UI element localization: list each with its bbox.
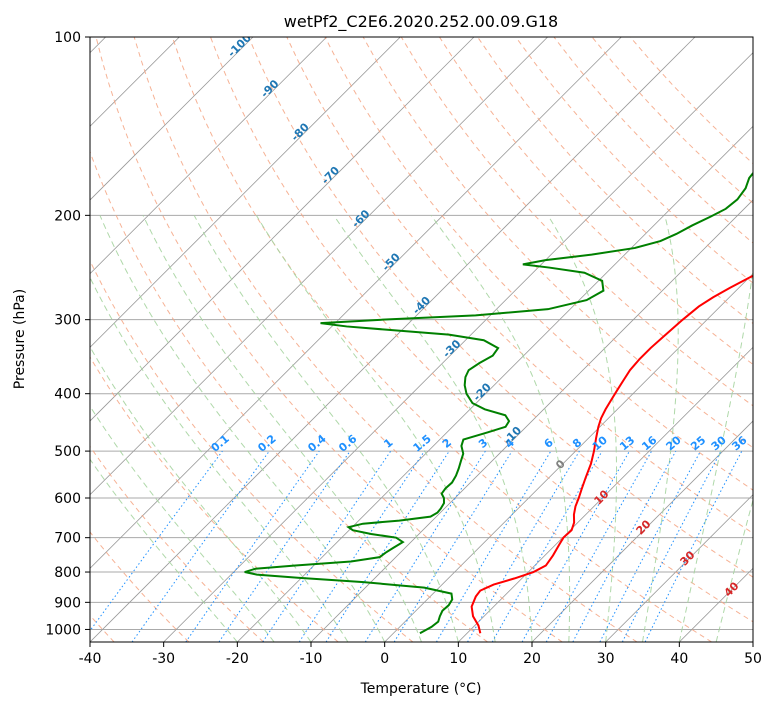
y-tick-label: 900: [54, 595, 81, 611]
y-tick-label: 600: [54, 491, 81, 507]
mixing-ratio-line: [572, 450, 677, 642]
plot-frame: [89, 36, 754, 643]
moist-adiabat-line: [547, 215, 618, 642]
mixing-ratio-line: [325, 450, 450, 642]
isotherm-line: [458, 346, 753, 642]
moist-adiabat-line: [90, 345, 312, 642]
isotherm-line: [90, 37, 475, 422]
dry-adiabat-line: [133, 37, 638, 642]
x-tick-label: -20: [226, 651, 249, 667]
mixing-ratio-line: [298, 450, 425, 642]
isotherm-line: [90, 37, 548, 496]
isotherm-line: [605, 494, 753, 642]
y-axis-ticks: 100 200 300 400 500 600 700 800 900 1000: [45, 30, 90, 638]
y-axis-label: Pressure (hPa): [12, 289, 28, 389]
dry-adiabat-line: [95, 37, 563, 642]
x-tick-label: -40: [79, 651, 102, 667]
moist-adiabat-line: [193, 215, 459, 642]
y-tick-label: 300: [54, 313, 81, 329]
mixing-ratio-line: [218, 450, 351, 642]
dry-adiabat-line: [210, 37, 753, 623]
dry-adiabat-line: [515, 37, 753, 284]
moist-adiabat-line: [430, 215, 571, 642]
isotherm-line: [384, 273, 753, 642]
dry-adiabat-line: [90, 150, 488, 642]
profile-series: [244, 171, 753, 635]
y-tick-label: 100: [54, 30, 81, 46]
x-axis-label: Temperature (°C): [360, 681, 482, 697]
mixing-ratio-line: [521, 450, 630, 642]
chart-title: wetPf2_C2E6.2020.252.00.09.G18: [284, 12, 558, 32]
moist-adiabat-line: [333, 215, 533, 642]
x-tick-label: 20: [523, 651, 541, 667]
y-tick-label: 500: [54, 444, 81, 460]
mixing-ratio-line: [262, 450, 392, 642]
dry-adiabat-line: [90, 259, 414, 642]
y-tick-label: 200: [54, 208, 81, 224]
isotherm-line: [90, 37, 327, 275]
x-tick-label: 30: [597, 651, 615, 667]
isotherm-line: [237, 125, 753, 642]
y-tick-label: 1000: [45, 622, 81, 638]
dewpoint-profile-line: [244, 171, 753, 635]
isotherm-line: [90, 37, 401, 348]
x-axis-ticks: -40 -30 -20 -10 0 10 20 30 40 50: [79, 642, 762, 667]
y-tick-label: 800: [54, 565, 81, 581]
mixing-ratio-lines: [90, 450, 743, 642]
moist-adiabat-line: [678, 265, 753, 642]
y-tick-label: 700: [54, 531, 81, 547]
x-tick-label: 10: [449, 651, 467, 667]
y-tick-label: 400: [54, 387, 81, 403]
moist-adiabat-line: [90, 458, 238, 642]
x-tick-label: 40: [670, 651, 688, 667]
moist-adiabat-line: [90, 405, 275, 642]
dry-adiabat-line: [439, 37, 753, 366]
mixing-ratio-line: [90, 450, 223, 632]
dry-adiabat-line: [248, 37, 753, 578]
isotherm-line: [90, 37, 254, 201]
x-tick-label: 50: [744, 651, 762, 667]
mixing-ratio-line: [185, 450, 320, 642]
isotherm-line: [531, 420, 753, 642]
mixing-ratio-line: [644, 450, 743, 642]
isotherm-line: [163, 52, 753, 642]
dry-adiabat-line: [171, 37, 712, 642]
moist-adiabat-line: [99, 215, 386, 642]
isotherm-line: [90, 37, 622, 569]
x-tick-label: -10: [300, 651, 323, 667]
temperature-profile-line: [470, 274, 753, 634]
mixing-ratio-line: [131, 450, 270, 642]
dry-adiabat-line: [90, 445, 264, 642]
dry-adiabat-line: [90, 531, 190, 642]
x-tick-label: 0: [380, 651, 389, 667]
mixing-ratio-line: [545, 450, 653, 642]
x-tick-label: -30: [152, 651, 175, 667]
moist-adiabat-line: [142, 215, 422, 642]
dry-adiabat-line: [90, 356, 339, 642]
moist-adiabat-line: [642, 215, 679, 642]
dry-adiabat-line: [286, 37, 753, 534]
mixing-ratio-line: [393, 450, 513, 642]
